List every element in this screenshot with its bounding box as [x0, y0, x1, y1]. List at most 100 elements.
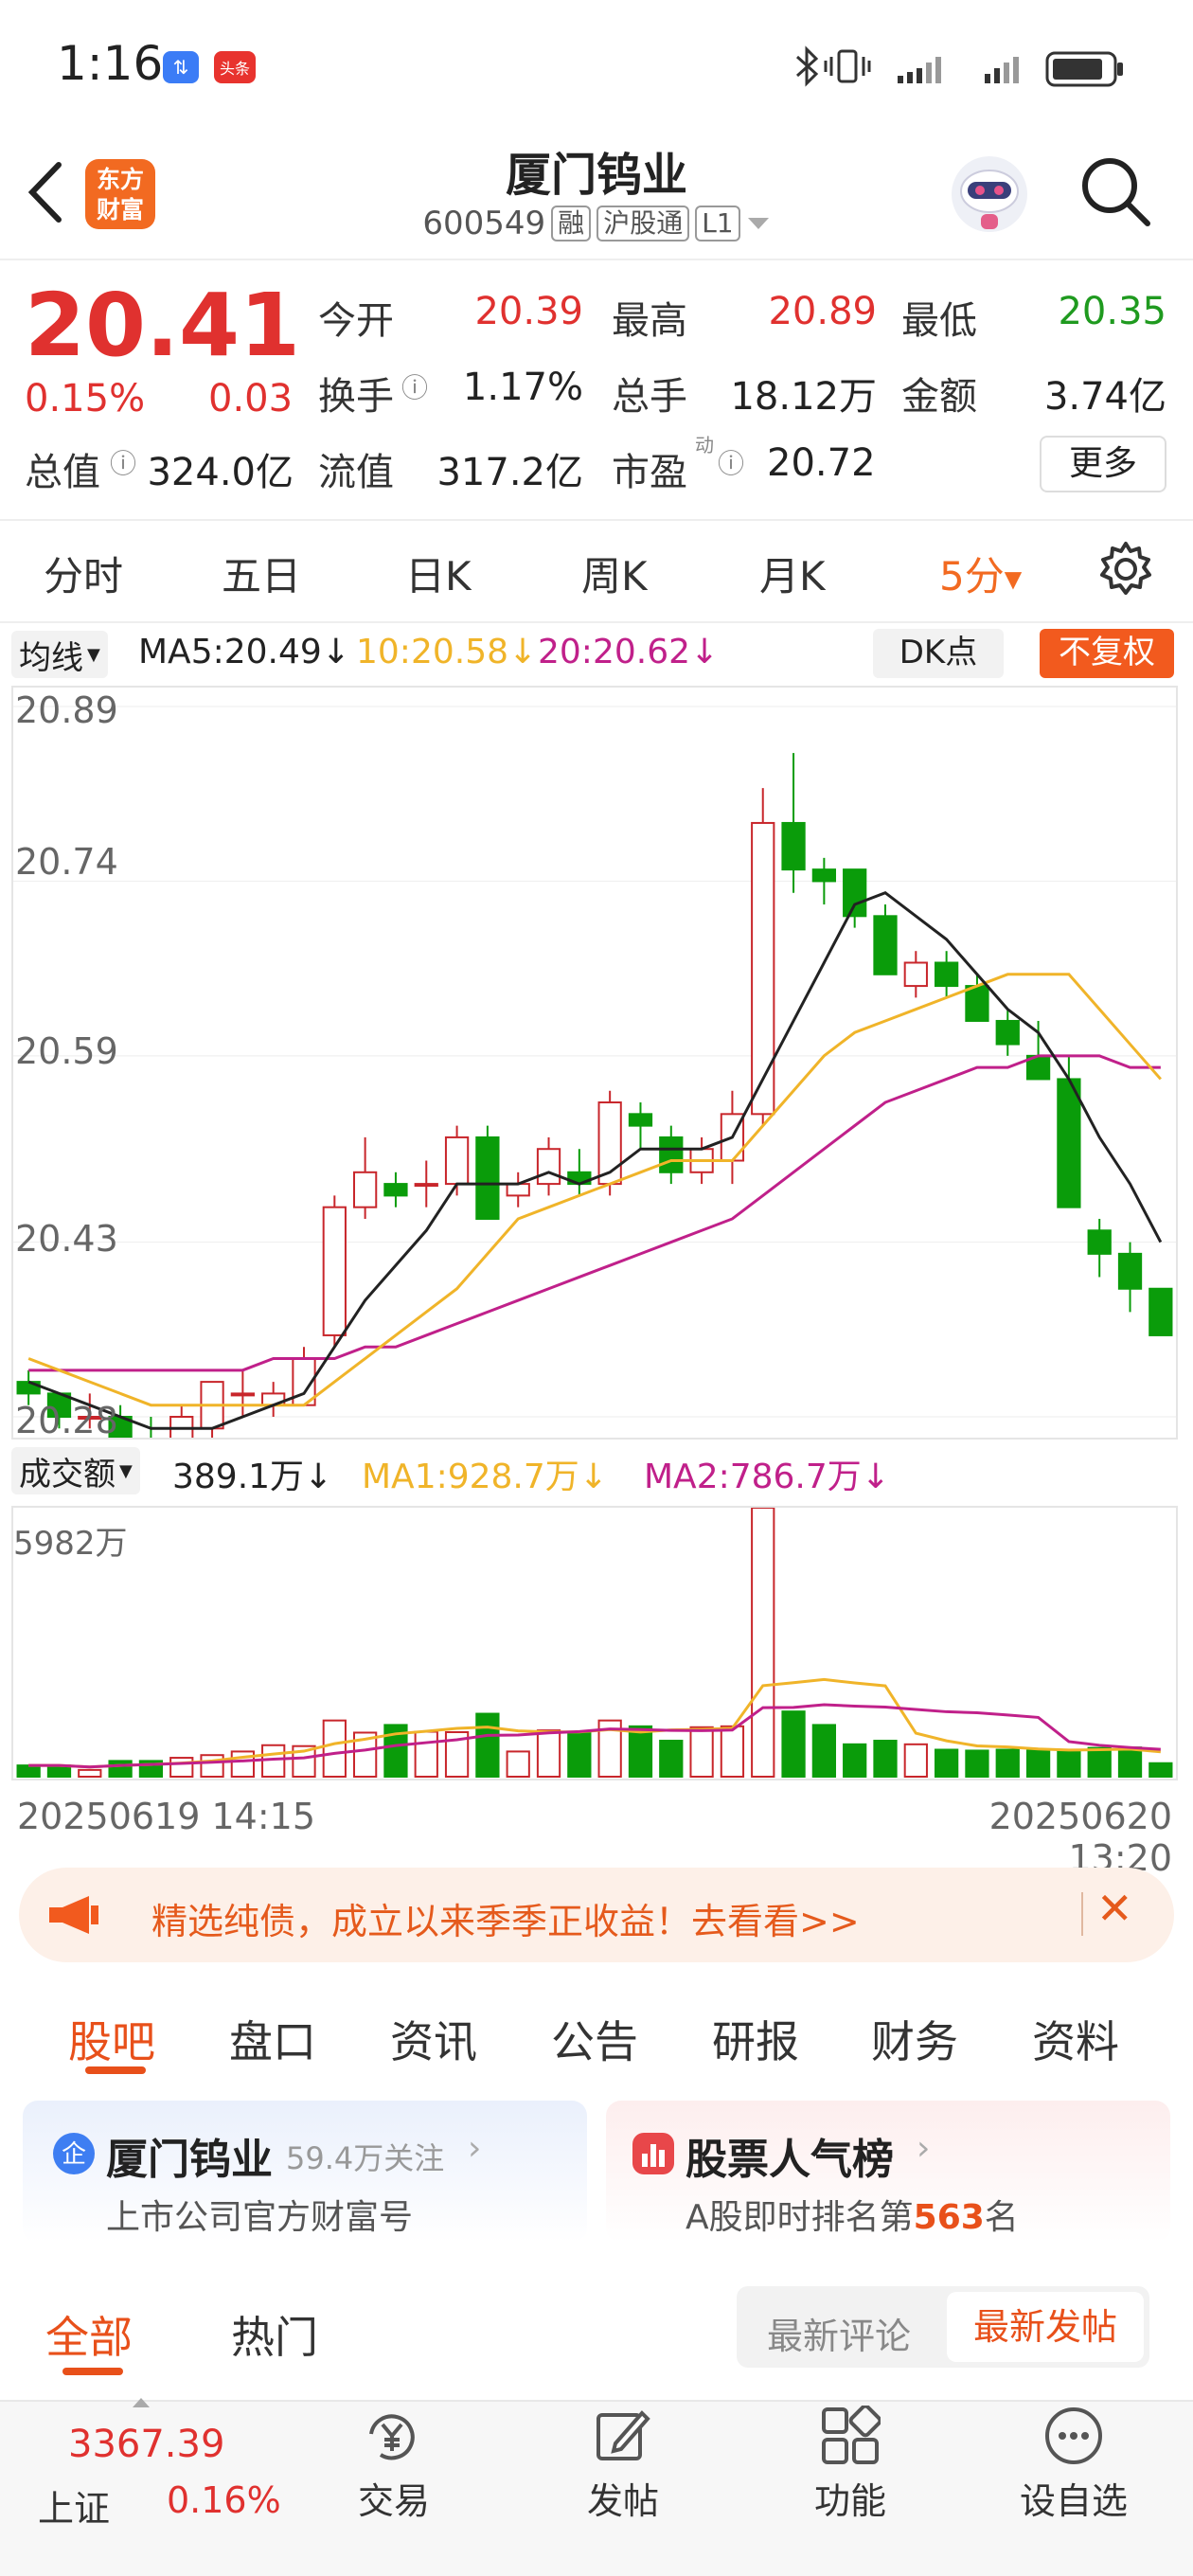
tab-finance[interactable]: 财务 [871, 2016, 958, 2067]
candle-body [506, 1183, 530, 1197]
tab-weekly-k[interactable]: 周K [581, 553, 648, 599]
tab-hot[interactable]: 热门 [231, 2312, 318, 2363]
volume-ma1-text: MA1:928.7万 [362, 1458, 579, 1496]
nav-watchlist[interactable]: 设自选 [1019, 2480, 1128, 2522]
sort-latest-post[interactable]: 最新发帖 [947, 2292, 1144, 2362]
candle-body [965, 985, 989, 1022]
caret-down-icon[interactable] [746, 214, 771, 233]
stock-header [0, 133, 1193, 260]
level-tag: L1 [695, 206, 740, 242]
caret-up-icon [133, 2398, 150, 2407]
tab-5min[interactable]: 5分▼ [939, 545, 1022, 602]
tab-monthly-k[interactable]: 月K [759, 553, 826, 599]
ma-selector[interactable]: 均线 ▼ [11, 631, 108, 678]
info-icon[interactable]: ⓘ [110, 448, 137, 479]
sync-badge-icon: ⇅ [163, 51, 199, 83]
search-icon[interactable] [1077, 153, 1153, 229]
candle-body [414, 1183, 438, 1188]
y-tick-1: 20.74 [15, 841, 118, 883]
info-icon[interactable]: ⓘ [401, 372, 429, 403]
tab-all[interactable]: 全部 [45, 2312, 133, 2363]
volume-bar [1148, 1762, 1173, 1778]
tab-daily-k[interactable]: 日K [405, 553, 472, 599]
volume-ma2: MA2:786.7万↓ [644, 1458, 890, 1496]
sort-latest-comment[interactable]: 最新评论 [766, 2316, 911, 2357]
change-percent: 0.15% [25, 377, 146, 420]
tab-research[interactable]: 研报 [712, 2016, 799, 2067]
volume-bar [751, 1507, 775, 1778]
candle-body [1087, 1229, 1112, 1255]
chevron-right-icon: › [468, 2129, 482, 2168]
pe-label: 市盈 [612, 451, 687, 494]
tab-announcements[interactable]: 公告 [551, 2016, 638, 2067]
volume-bar [1087, 1746, 1112, 1778]
volume-bar [689, 1726, 714, 1778]
settings-gear-icon[interactable] [1096, 540, 1155, 599]
tab-pankou[interactable]: 盘口 [229, 2016, 316, 2067]
tab-profile[interactable]: 资料 [1032, 2016, 1119, 2067]
volume-bar [659, 1740, 684, 1779]
signal-icon [898, 57, 941, 83]
index-name[interactable]: 上证 [38, 2488, 111, 2530]
dk-point-button[interactable]: DK点 [873, 629, 1004, 678]
bluetooth-icon [795, 45, 819, 87]
robot-assistant-icon[interactable] [947, 152, 1032, 237]
market-cap-label: 总值 [25, 451, 100, 494]
more-button[interactable]: 更多 [1040, 436, 1166, 492]
low-label: 最低 [901, 299, 977, 343]
tab-intraday[interactable]: 分时 [44, 553, 124, 599]
volume-bar [1025, 1749, 1051, 1778]
tab-news[interactable]: 资讯 [390, 2016, 477, 2067]
high-value: 20.89 [768, 290, 877, 333]
volume-bar [383, 1724, 408, 1779]
volume-bar [1117, 1746, 1143, 1779]
popularity-card[interactable]: 股票人气榜 › A股即时排名第563名 [606, 2101, 1170, 2243]
index-change[interactable]: 0.16% [167, 2479, 281, 2521]
caret-down-icon: ▼ [1004, 565, 1023, 593]
promo-banner[interactable]: 精选纯债，成立以来季季正收益！去看看>> ✕ [19, 1868, 1174, 1962]
info-icon[interactable]: ⓘ [718, 448, 745, 479]
candle-body [903, 961, 928, 988]
ma5-line [27, 891, 1163, 1430]
tab-five-day[interactable]: 五日 [222, 553, 302, 599]
signal2-icon [985, 57, 1019, 83]
kline-chart[interactable] [13, 688, 1176, 1464]
function-grid-icon[interactable] [820, 2406, 881, 2466]
close-icon[interactable]: ✕ [1096, 1883, 1133, 1934]
turnover-value: 1.17% [462, 366, 583, 409]
back-icon[interactable] [21, 159, 68, 225]
amount-value: 3.74亿 [1043, 375, 1166, 419]
post-edit-icon[interactable] [593, 2406, 653, 2466]
volume-bar [597, 1719, 622, 1779]
ma-selector-label: 均线 [19, 638, 83, 677]
nav-trade[interactable]: 交易 [357, 2480, 430, 2522]
index-value[interactable]: 3367.39 [68, 2423, 225, 2466]
volume-value: 389.1万↓ [172, 1458, 333, 1496]
candle-body [843, 868, 867, 918]
high-label: 最高 [612, 299, 687, 343]
volume-chart[interactable] [13, 1507, 1176, 1779]
tab-guba[interactable]: 股吧 [68, 2016, 155, 2067]
pe-value: 20.72 [767, 441, 876, 485]
nav-post[interactable]: 发帖 [586, 2480, 659, 2522]
float-cap-label: 流值 [318, 451, 394, 494]
caret-down-icon: ▼ [87, 644, 100, 665]
volume-bar [78, 1768, 102, 1778]
eastmoney-logo[interactable]: 东方 财富 [85, 159, 155, 229]
megaphone-icon [49, 1896, 98, 1934]
low-value: 20.35 [1058, 290, 1166, 333]
more-circle-icon[interactable] [1043, 2406, 1104, 2466]
volume-bar [536, 1729, 561, 1778]
volume-bar [934, 1748, 959, 1778]
adjust-button[interactable]: 不复权 [1040, 629, 1174, 678]
candle-body [78, 1416, 102, 1420]
trade-icon[interactable] [362, 2406, 422, 2466]
stock-code: 600549 [422, 205, 546, 242]
volume-bar [444, 1730, 470, 1778]
nav-function[interactable]: 功能 [813, 2480, 886, 2522]
candle-body [444, 1136, 470, 1186]
vibrate-icon [824, 49, 871, 83]
company-card[interactable]: 企 厦门钨业 59.4万关注 › 上市公司官方财富号 [23, 2101, 587, 2243]
volume-selector[interactable]: 成交额 ▼ [11, 1447, 140, 1494]
rank-number: 563 [913, 2198, 985, 2237]
